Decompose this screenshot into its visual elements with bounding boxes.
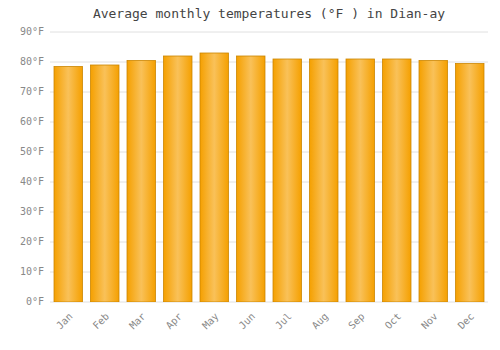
bar	[127, 61, 155, 303]
grid	[50, 32, 488, 302]
x-tick-label: Mar	[127, 311, 148, 332]
x-tick-label: Jan	[54, 311, 75, 332]
bar	[273, 59, 301, 302]
y-tick-label: 50°F	[20, 146, 44, 157]
bar	[419, 61, 447, 303]
x-tick-label: Feb	[91, 311, 112, 332]
y-tick-label: 80°F	[20, 56, 44, 67]
bar	[54, 67, 82, 303]
y-tick-label: 40°F	[20, 176, 44, 187]
y-axis: 0°F 10°F 20°F 30°F 40°F 50°F 60°F 70°F 80°F 90°F	[20, 26, 44, 307]
y-tick-label: 10°F	[20, 266, 44, 277]
page: {"chart_data": {"type": "bar", "title": …	[0, 0, 500, 350]
x-tick-label: May	[200, 311, 221, 332]
bars	[54, 53, 484, 302]
x-tick-label: Aug	[310, 311, 331, 332]
bar	[91, 65, 119, 302]
x-axis: Jan Feb Mar Apr May Jun Jul Aug Sep Oct Nov Dec	[54, 311, 476, 332]
bar	[164, 56, 192, 302]
grid-line	[50, 32, 488, 33]
y-tick-label: 90°F	[20, 26, 44, 37]
bar	[456, 64, 484, 303]
y-tick-label: 60°F	[20, 116, 44, 127]
bar	[200, 53, 228, 302]
title: Average monthly temperatures (°F ) in Di…	[93, 6, 445, 21]
x-tick-label: Nov	[419, 311, 440, 332]
bar	[237, 56, 265, 302]
x-tick-label: Jul	[273, 311, 294, 332]
chart: 0°F 10°F 20°F 30°F 40°F 50°F 60°F 70°F 80°F 90°F J…	[0, 0, 500, 350]
bar	[383, 59, 411, 302]
x-tick-label: Apr	[164, 311, 185, 332]
y-tick-label: 20°F	[20, 236, 44, 247]
y-tick-label: 0°F	[26, 296, 44, 307]
x-tick-label: Oct	[383, 311, 404, 332]
bar	[346, 59, 374, 302]
x-tick-label: Sep	[346, 311, 367, 332]
y-tick-label: 70°F	[20, 86, 44, 97]
y-tick-label: 30°F	[20, 206, 44, 217]
x-tick-label: Jun	[237, 311, 258, 332]
x-tick-label: Dec	[456, 311, 477, 332]
bar	[310, 59, 338, 302]
